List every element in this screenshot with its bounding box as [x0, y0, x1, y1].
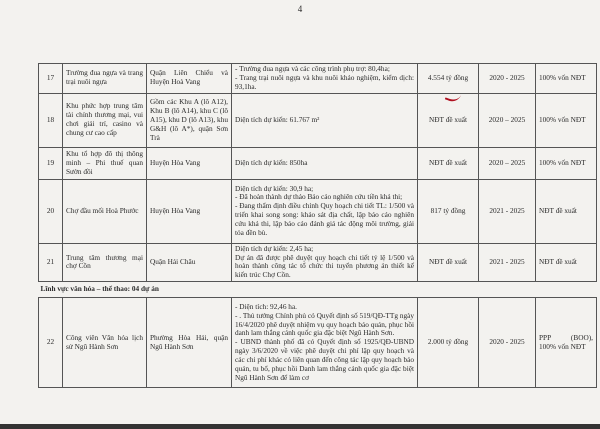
project-name: Trường đua ngựa và trang trại nuôi ngựa: [62, 63, 147, 94]
project-description: Diện tích dự kiến: 30,9 ha; - Đã hoàn thà…: [231, 178, 418, 244]
scan-edge: [0, 424, 600, 429]
description-line: - UBND thành phố đã có Quyết định số 192…: [235, 337, 414, 382]
row-number: 18: [38, 92, 63, 148]
description-line: - Đã hoàn thành dự thảo Báo cáo nghiên c…: [235, 192, 403, 202]
description-line: - Đang thẩm định điều chỉnh Quy hoạch ch…: [235, 201, 415, 237]
description-line: - Trường đua ngựa và các công trình phụ …: [235, 64, 390, 73]
capital-source: NĐT đề xuất: [535, 242, 597, 283]
description-line: - Diện tích: 92,46 ha.: [235, 301, 298, 311]
table-row: 19 Khu tổ hợp đô thị thông minh – Phi thu…: [38, 146, 597, 180]
description-line: - . Thủ tướng Chính phủ có Quyết định số…: [235, 310, 414, 338]
table-row: 22 Công viên Văn hóa lịch sử Ngũ Hành Sơn…: [38, 297, 597, 389]
row-number: 21: [38, 242, 63, 283]
project-cost: NĐT đề xuất: [417, 92, 479, 148]
row-number: 19: [38, 146, 63, 180]
project-period: 2020 - 2025: [478, 297, 536, 389]
project-description: Diện tích dự kiến: 850ha: [231, 146, 418, 180]
project-name: Chợ đầu mối Hoà Phước: [62, 178, 147, 244]
project-description: Diện tích dự kiến: 61.767 m²: [231, 92, 418, 148]
project-location: Huyện Hòa Vang: [146, 146, 232, 180]
project-period: 2020 – 2025: [478, 92, 536, 148]
project-period: 2020 - 2025: [478, 63, 536, 94]
capital-source: 100% vốn NĐT: [535, 146, 597, 180]
section-row: Lĩnh vực văn hóa – thể thao: 04 dự án: [38, 281, 597, 299]
capital-source: NĐT đề xuất: [535, 178, 597, 244]
table-row: 21 Trung tâm thương mại chợ Cồn Quận Hải C…: [38, 242, 597, 283]
description-line: Diện tích dự kiến: 30,9 ha;: [235, 183, 314, 193]
row-number: 22: [38, 297, 63, 389]
row-number: 20: [38, 178, 63, 244]
table-row: 18 Khu phức hợp trung tâm tài chính thươn…: [38, 92, 597, 148]
project-location: Gồm các Khu A (lô A12), Khu B (lô A14), …: [146, 92, 232, 148]
project-table: 17 Trường đua ngựa và trang trại nuôi ngự…: [38, 63, 597, 389]
project-description: - Trường đua ngựa và các công trình phụ …: [231, 63, 418, 94]
project-name: Khu phức hợp trung tâm tài chính thương …: [62, 92, 147, 148]
project-description: Diện tích dự kiến: 2,45 ha; Dự án đã được…: [231, 242, 418, 283]
project-location: Phường Hòa Hải, quận Ngũ Hành Sơn: [146, 297, 232, 389]
project-cost: 2.000 tỷ đồng: [417, 297, 479, 389]
table-row: 20 Chợ đầu mối Hoà Phước Huyện Hòa Vang Diệ…: [38, 178, 597, 244]
project-cost: NĐT đề xuất: [417, 146, 479, 180]
project-period: 2020 – 2025: [478, 146, 536, 180]
page-number: 4: [297, 4, 303, 14]
description-line: Diện tích dự kiến: 2,45 ha;: [235, 243, 314, 253]
project-name: Khu tổ hợp đô thị thông minh – Phi thuế …: [62, 146, 147, 180]
capital-source: PPP (BOO), 100% vốn NĐT: [535, 297, 597, 389]
description-line: - Trang trại nuôi ngựa và khu nuôi khảo …: [235, 72, 414, 91]
project-location: Huyện Hòa Vang: [146, 178, 232, 244]
capital-source: 100% vốn NĐT: [535, 92, 597, 148]
project-cost: 817 tỷ đồng: [417, 178, 479, 244]
project-location: Quận Liên Chiểu và Huyện Hoà Vang: [146, 63, 232, 94]
project-cost: 4.554 tỷ đồng: [417, 63, 479, 94]
project-period: 2021 - 2025: [478, 242, 536, 283]
table-row: 17 Trường đua ngựa và trang trại nuôi ngự…: [38, 63, 597, 94]
project-location: Quận Hải Châu: [146, 242, 232, 283]
project-period: 2021 - 2025: [478, 178, 536, 244]
project-cost: NĐT đề xuất: [417, 242, 479, 283]
project-name: Công viên Văn hóa lịch sử Ngũ Hành Sơn: [62, 297, 147, 389]
description-line: Dự án đã được phê duyệt quy hoạch chi ti…: [235, 252, 414, 280]
project-description: - Diện tích: 92,46 ha. - . Thủ tướng Chín…: [231, 297, 418, 389]
description-line: Diện tích dự kiến: 850ha: [235, 157, 308, 167]
row-number: 17: [38, 63, 63, 94]
capital-source: 100% vốn NĐT: [535, 63, 597, 94]
section-heading: Lĩnh vực văn hóa – thể thao: 04 dự án: [38, 281, 597, 299]
project-name: Trung tâm thương mại chợ Cồn: [62, 242, 147, 283]
description-line: Diện tích dự kiến: 61.767 m²: [235, 114, 320, 124]
